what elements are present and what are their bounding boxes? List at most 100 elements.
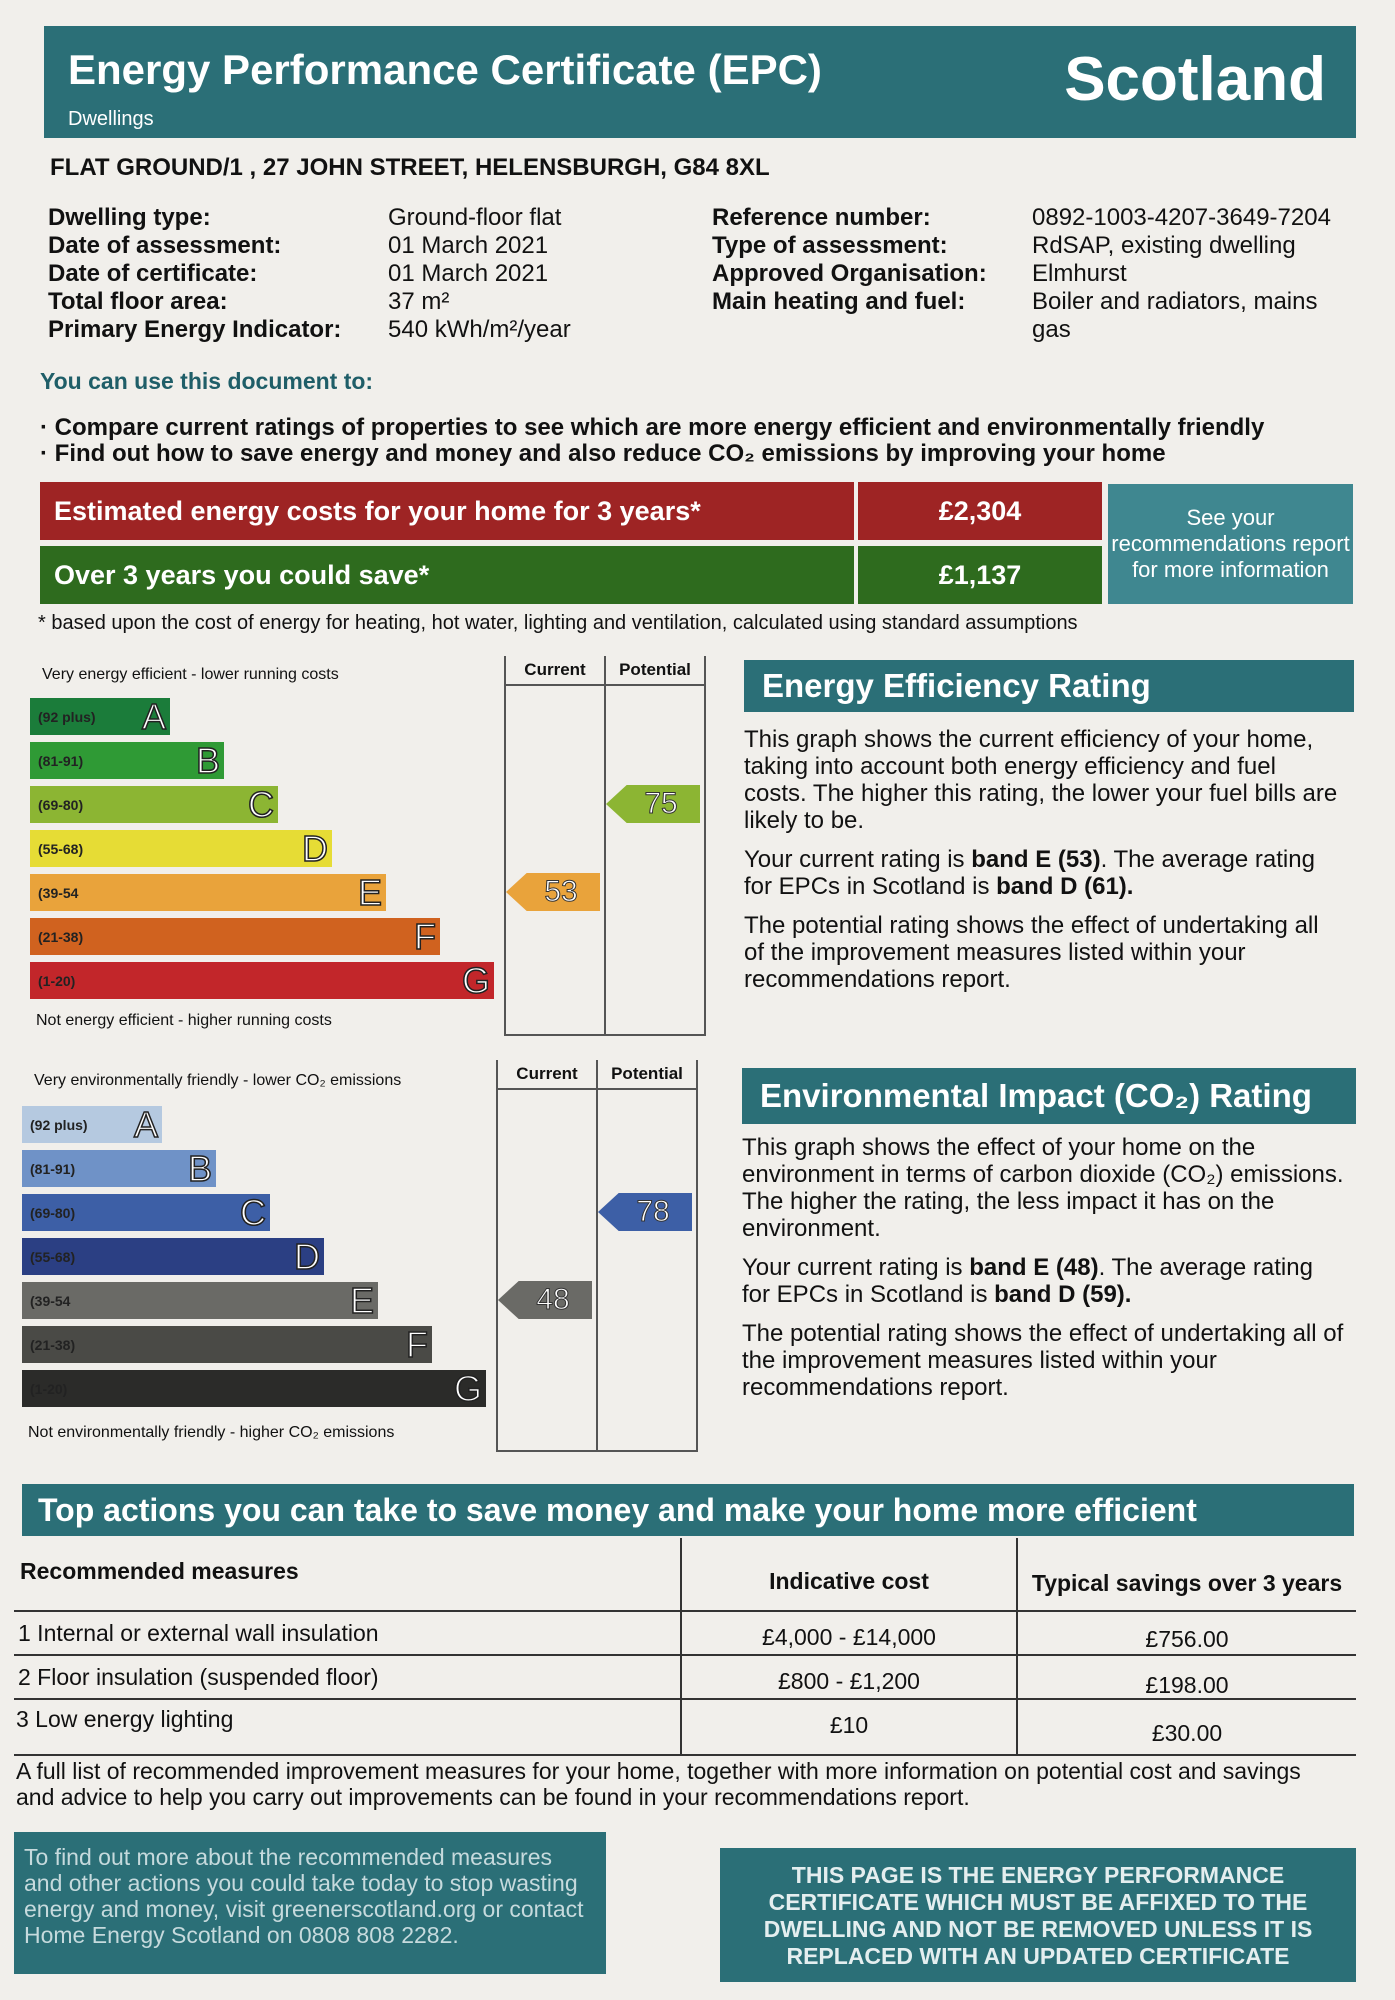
- band-range-label: (92 plus): [30, 1116, 88, 1133]
- savings-value-cell: £1,137: [858, 546, 1102, 604]
- band-a: (92 plus) A: [30, 695, 170, 737]
- full-list-note: A full list of recommended improvement m…: [16, 1758, 1301, 1810]
- column-potential-header: Potential: [619, 660, 691, 679]
- chart-divider: [704, 656, 706, 1036]
- potential-rating-pointer: 75: [606, 785, 700, 823]
- band-letter: C: [247, 783, 275, 825]
- estimated-costs-label-cell: Estimated energy costs for your home for…: [40, 482, 854, 540]
- detail-row: Date of assessment: 01 March 2021: [48, 232, 549, 259]
- band-letter: C: [239, 1191, 267, 1233]
- band-d: (55-68) D: [22, 1235, 324, 1277]
- table-divider: [14, 1610, 1356, 1612]
- band-range-label: (81-91): [38, 752, 84, 769]
- column-header-cost: Indicative cost: [769, 1568, 929, 1594]
- band-f: (21-38) F: [30, 917, 440, 955]
- paragraph: The potential rating shows the effect of…: [742, 1320, 1344, 1401]
- epc-header: Energy Performance Certificate (EPC) Dwe…: [44, 26, 1356, 138]
- measure-cell: 2 Floor insulation (suspended floor): [18, 1664, 379, 1690]
- table-row: 3 Low energy lighting £10 £30.00: [14, 1698, 1356, 1754]
- use-heading: You can use this document to:: [40, 368, 374, 394]
- column-current-header: Current: [516, 1064, 578, 1083]
- chart-top-label: Very energy efficient - lower running co…: [42, 666, 339, 683]
- column-current-header: Current: [524, 660, 586, 679]
- table-divider: [680, 1538, 682, 1756]
- band-c: (69-80) C: [22, 1191, 270, 1233]
- detail-row: Main heating and fuel: Boiler and radiato…: [712, 288, 1318, 315]
- detail-row: gas: [1032, 316, 1071, 343]
- band-range-label: (69-80): [38, 796, 84, 813]
- table-row: 1 Internal or external wall insulation £…: [14, 1610, 1356, 1654]
- savings-cell: £198.00: [1145, 1672, 1229, 1698]
- detail-row: Reference number: 0892-1003-4207-3649-720…: [712, 204, 1331, 231]
- band-g: (1-20) G: [30, 959, 494, 1001]
- paragraph: Your current rating is band E (48). The …: [742, 1254, 1313, 1308]
- band-range-label: (69-80): [30, 1204, 76, 1221]
- chart-divider: [496, 1088, 698, 1090]
- savings-cell: £30.00: [1151, 1720, 1223, 1746]
- cost-footnote: * based upon the cost of energy for heat…: [38, 612, 1078, 634]
- certificate-notice-box: THIS PAGE IS THE ENERGY PERFORMANCE CERT…: [720, 1848, 1356, 1982]
- cost-cell: £10: [829, 1712, 869, 1738]
- chart-bottom-label: Not environmentally friendly - higher CO…: [28, 1424, 395, 1441]
- band-a: (92 plus) A: [22, 1105, 162, 1143]
- measure-cell: 3 Low energy lighting: [16, 1706, 234, 1732]
- energy-efficiency-chart: Very energy efficient - lower running co…: [30, 656, 710, 1038]
- column-header-measures: Recommended measures: [20, 1558, 299, 1584]
- bullet-item: · Find out how to save energy and money …: [40, 440, 1166, 467]
- band-letter: G: [461, 959, 491, 1001]
- certificate-title: Energy Performance Certificate (EPC): [68, 46, 822, 93]
- savings-cell: £756.00: [1145, 1626, 1229, 1652]
- chart-divider: [496, 1450, 698, 1452]
- band-d: (55-68) D: [30, 827, 332, 869]
- certificate-subtitle: Dwellings: [68, 108, 154, 130]
- details-left: Dwelling type: Ground-floor flat Date of …: [48, 204, 571, 344]
- band-e: (39-54 E: [22, 1281, 378, 1319]
- band-letter: D: [293, 1235, 321, 1277]
- chart-divider: [504, 1034, 706, 1036]
- paragraph: This graph shows the effect of your home…: [742, 1134, 1344, 1242]
- details-right: Reference number: 0892-1003-4207-3649-720…: [712, 204, 1331, 344]
- band-letter: B: [187, 1147, 213, 1189]
- estimated-costs-value-cell: £2,304: [858, 482, 1102, 540]
- top-actions-heading: Top actions you can take to save money a…: [22, 1484, 1354, 1536]
- detail-row: Dwelling type: Ground-floor flat: [48, 204, 562, 231]
- column-potential-header: Potential: [611, 1064, 683, 1083]
- band-range-label: (39-54: [38, 884, 79, 901]
- table-divider: [1016, 1538, 1018, 1756]
- band-f: (21-38) F: [22, 1325, 432, 1363]
- band-letter: A: [141, 695, 167, 737]
- band-range-label: (21-38): [30, 1336, 76, 1353]
- current-rating-pointer: 53: [506, 873, 600, 911]
- band-range-label: (55-68): [38, 840, 84, 857]
- chart-divider: [604, 656, 606, 1036]
- chart-top-label: Very environmentally friendly - lower CO…: [34, 1072, 402, 1089]
- paragraph: This graph shows the current efficiency …: [744, 726, 1338, 834]
- band-range-label: (1-20): [30, 1380, 68, 1397]
- energy-efficiency-heading: Energy Efficiency Rating: [744, 660, 1354, 712]
- band-letter: B: [195, 739, 221, 781]
- detail-row: Primary Energy Indicator: 540 kWh/m²/year: [48, 316, 571, 343]
- chart-divider: [504, 684, 706, 686]
- see-recommendations-box: See your recommendations report for more…: [1108, 484, 1353, 604]
- band-list: (92 plus) A (81-91) B (69-80) C (55-68) D (39-54…: [30, 695, 500, 1008]
- chart-divider: [496, 1060, 498, 1452]
- potential-rating-pointer: 78: [598, 1193, 692, 1231]
- property-address: FLAT GROUND/1 , 27 JOHN STREET, HELENSBU…: [50, 154, 770, 181]
- band-list: (92 plus) A (81-91) B (69-80) C (55-68) D (39-54…: [22, 1105, 492, 1416]
- band-letter: G: [453, 1367, 483, 1409]
- band-range-label: (39-54: [30, 1292, 71, 1309]
- band-letter: D: [301, 827, 329, 869]
- paragraph: Your current rating is band E (53). The …: [744, 846, 1315, 900]
- table-divider: [14, 1698, 1356, 1700]
- recommended-measures-table: Recommended measures Indicative cost Typ…: [14, 1538, 1356, 1758]
- bullet-item: · Compare current ratings of properties …: [40, 414, 1265, 441]
- band-range-label: (1-20): [38, 972, 76, 989]
- measure-cell: 1 Internal or external wall insulation: [18, 1620, 379, 1646]
- detail-row: Date of certificate: 01 March 2021: [48, 260, 549, 287]
- table-row: 2 Floor insulation (suspended floor) £80…: [14, 1654, 1356, 1698]
- paragraph: The potential rating shows the effect of…: [744, 912, 1319, 993]
- column-header-savings: Typical savings over 3 years: [1031, 1570, 1343, 1596]
- cost-cell: £800 - £1,200: [778, 1668, 920, 1694]
- chart-divider: [696, 1060, 698, 1452]
- more-info-box: To find out more about the recommended m…: [14, 1832, 606, 1974]
